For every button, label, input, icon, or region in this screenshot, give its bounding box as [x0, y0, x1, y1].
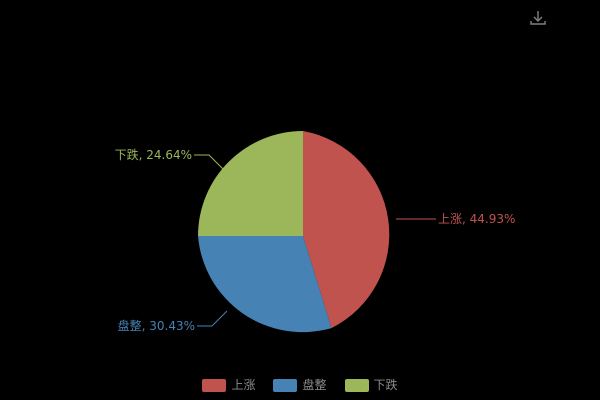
legend-item-up[interactable]: 上涨: [202, 379, 255, 392]
pie-slice-up[interactable]: [303, 131, 390, 329]
label-leader-down: [194, 154, 225, 171]
legend-swatch-flat: [273, 379, 298, 392]
pie-slice-flat[interactable]: [198, 236, 332, 333]
legend-swatch-down: [344, 379, 369, 392]
legend-item-down[interactable]: 下跌: [344, 378, 398, 392]
pie-slice-down[interactable]: [198, 131, 303, 236]
legend-item-flat[interactable]: 盘整: [273, 378, 327, 392]
legend-label-up: 上涨: [231, 378, 256, 392]
legend-label-flat: 盘整: [302, 378, 327, 392]
legend-label-down: 下跌: [373, 378, 398, 392]
legend-swatch-up: [202, 379, 227, 392]
label-leader-flat: [197, 310, 228, 327]
pie-label-down: 下跌, 24.64%: [115, 147, 192, 162]
download-icon[interactable]: [528, 8, 548, 28]
legend: 上涨 盘整 下跌: [0, 379, 600, 392]
pie-label-up: 上涨, 44.93%: [438, 211, 515, 226]
pie-label-flat: 盘整, 30.43%: [118, 318, 195, 333]
